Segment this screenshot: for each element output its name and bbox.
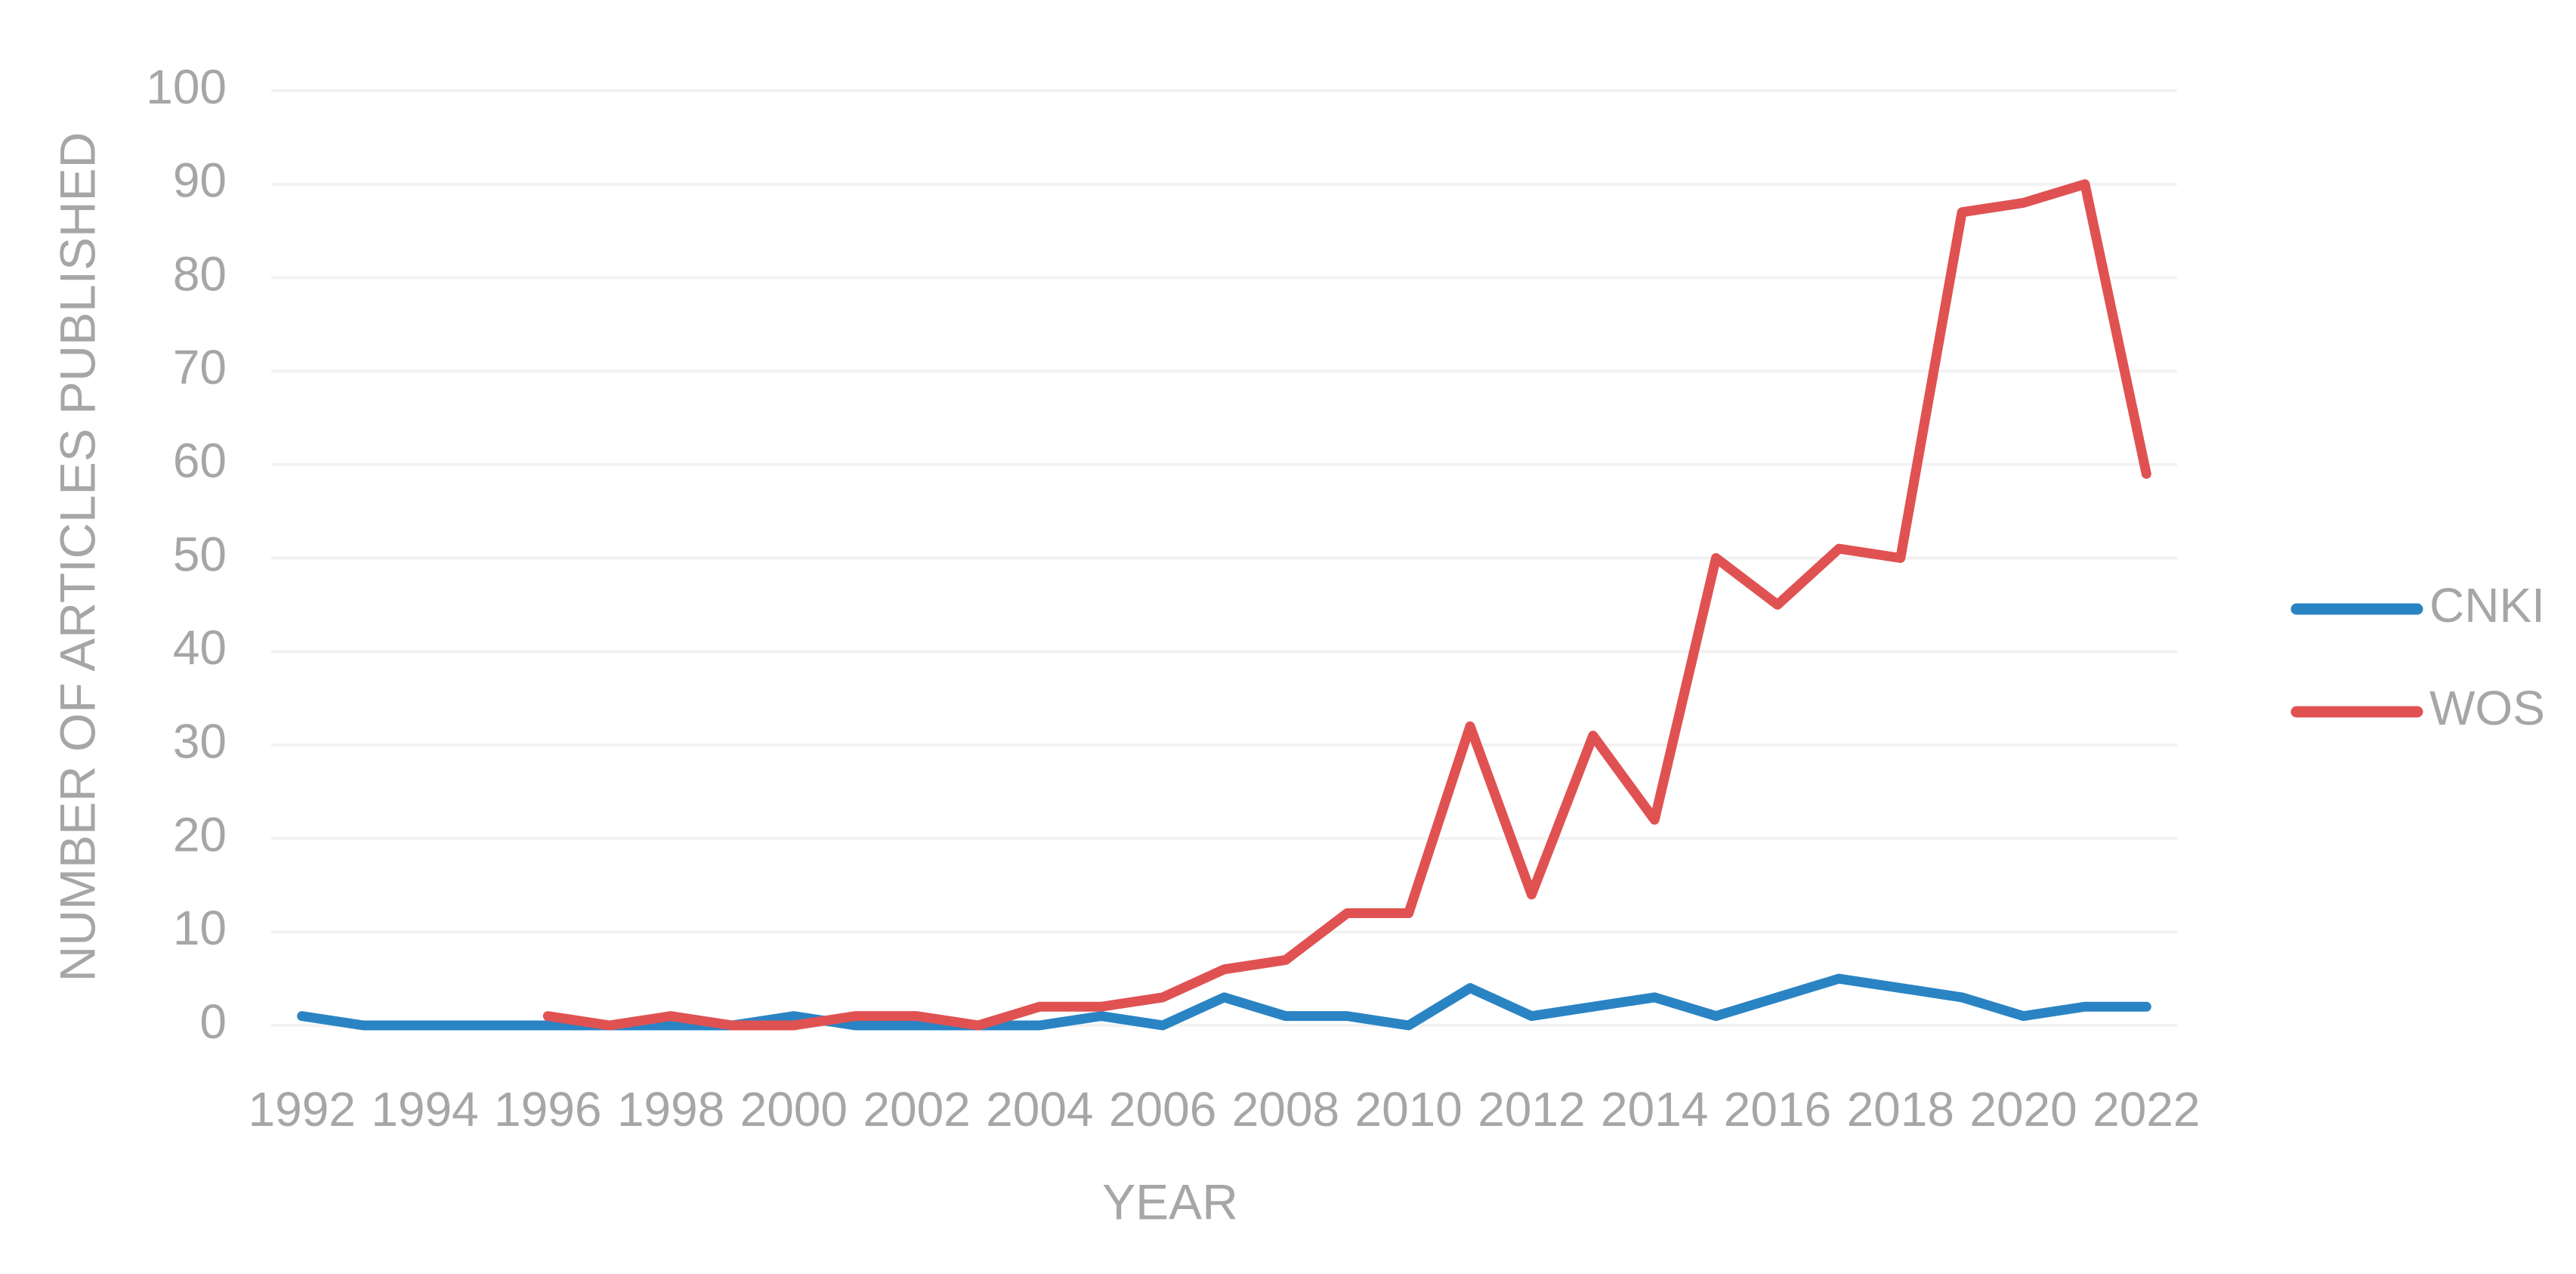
x-axis-title: YEAR: [1102, 1174, 1238, 1229]
y-axis-title: NUMBER OF ARTICLES PUBLISHED: [49, 132, 105, 982]
x-tick-label: 1992: [249, 1082, 356, 1136]
y-tick-label: 80: [173, 246, 227, 301]
x-tick-label: 2002: [863, 1082, 970, 1136]
legend-label: WOS: [2429, 681, 2545, 735]
y-tick-label: 100: [146, 60, 227, 114]
x-tick-label: 2018: [1847, 1082, 1954, 1136]
x-tick-label: 1994: [371, 1082, 478, 1136]
x-tick-label: 2012: [1478, 1082, 1585, 1136]
x-tick-label: 2010: [1354, 1082, 1462, 1136]
x-tick-label: 2016: [1724, 1082, 1831, 1136]
y-tick-label: 90: [173, 153, 227, 208]
x-tick-label: 2020: [1969, 1082, 2077, 1136]
y-tick-label: 70: [173, 340, 227, 394]
x-tick-label: 1998: [617, 1082, 724, 1136]
x-tick-label: 1996: [494, 1082, 601, 1136]
x-tick-label: 2022: [2093, 1082, 2200, 1136]
y-tick-label: 50: [173, 527, 227, 581]
y-tick-label: 30: [173, 714, 227, 768]
y-tick-label: 0: [199, 994, 227, 1049]
y-tick-label: 20: [173, 808, 227, 862]
legend-label: CNKI: [2429, 578, 2545, 632]
x-tick-label: 2008: [1232, 1082, 1339, 1136]
x-tick-label: 2014: [1601, 1082, 1708, 1136]
y-tick-label: 60: [173, 434, 227, 488]
x-tick-label: 2000: [740, 1082, 848, 1136]
y-tick-label: 40: [173, 620, 227, 675]
x-tick-label: 2006: [1109, 1082, 1216, 1136]
data-line: [542, 179, 2151, 1031]
y-tick-label: 10: [173, 901, 227, 955]
x-tick-label: 2004: [986, 1082, 1093, 1136]
